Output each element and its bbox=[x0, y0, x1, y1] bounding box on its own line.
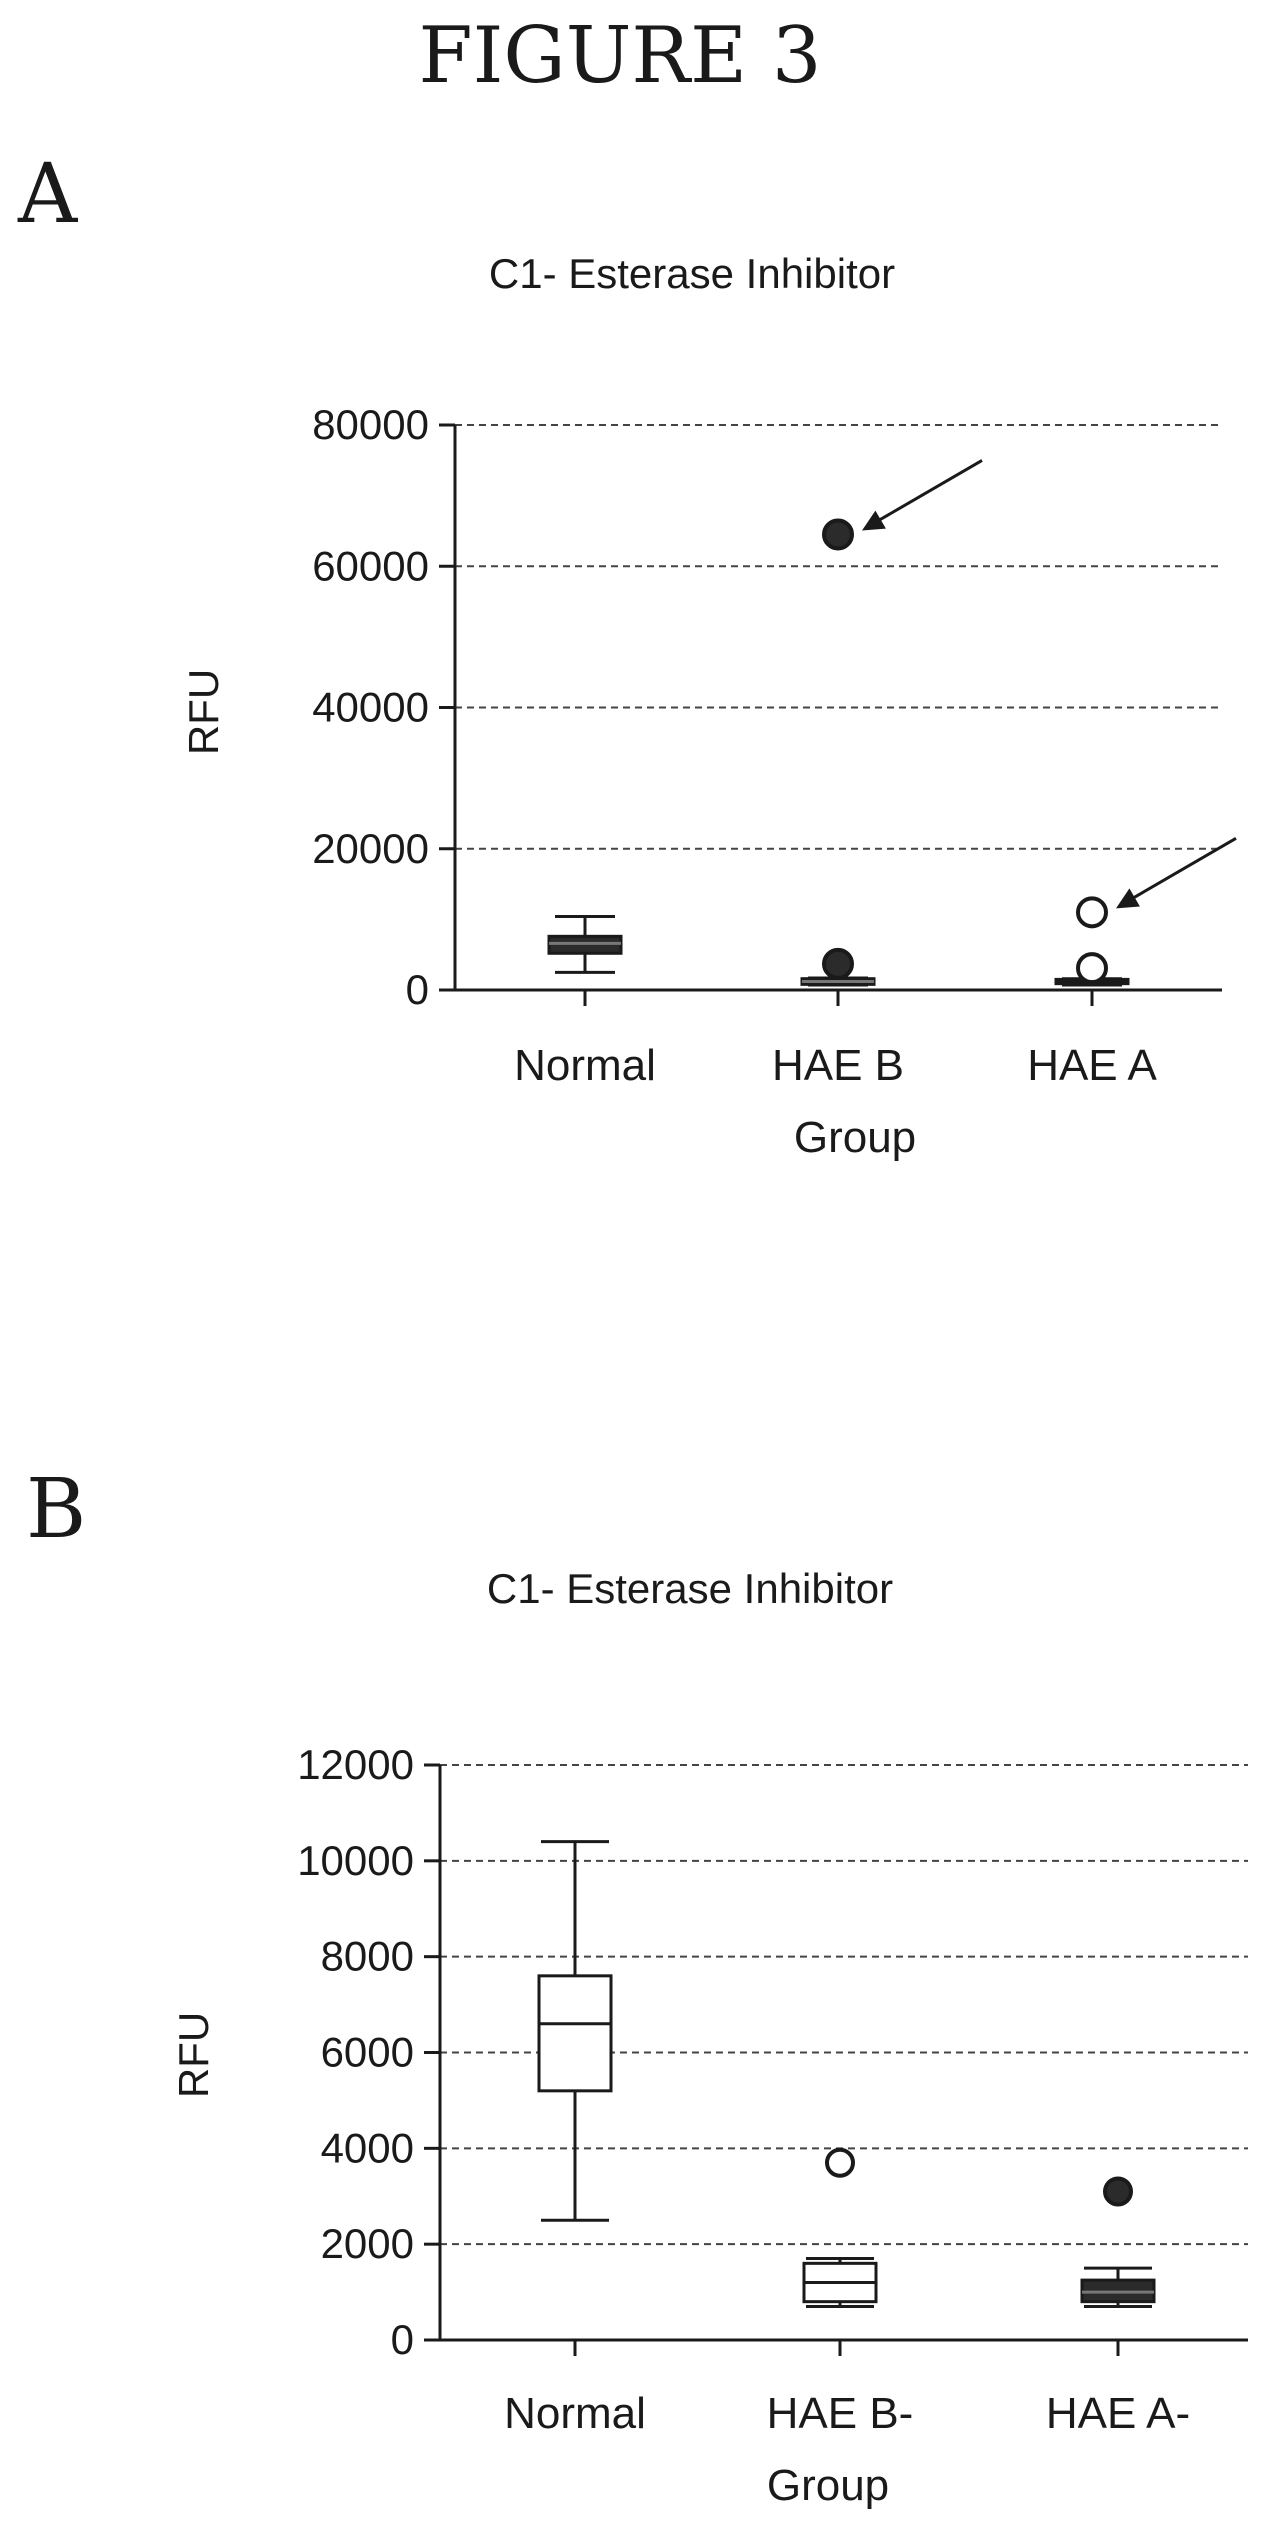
box-iqr bbox=[537, 1974, 613, 2093]
panel-b-xlabel: Group bbox=[767, 2461, 889, 2510]
outlier-point bbox=[822, 947, 854, 980]
box-plot bbox=[537, 1840, 613, 2222]
y-tick-label: 12000 bbox=[297, 1741, 414, 1788]
panel-a-xlabel: Group bbox=[794, 1113, 916, 1162]
x-tick-label: HAE A- bbox=[1046, 2389, 1190, 2438]
annotation-arrow bbox=[862, 459, 983, 531]
panel-a: A C1- Esterase Inhibitor RFU Group 0 2000… bbox=[17, 147, 1237, 1162]
outlier-point bbox=[1103, 2176, 1133, 2207]
y-tick-label: 2000 bbox=[321, 2220, 414, 2267]
y-tick-label: 10000 bbox=[297, 1837, 414, 1884]
outlier-point bbox=[1076, 896, 1108, 929]
y-tick-label: 0 bbox=[391, 2316, 414, 2363]
y-tick-label: 8000 bbox=[321, 1933, 414, 1980]
panel-a-ylabel: RFU bbox=[180, 669, 227, 755]
arrow-shaft bbox=[1123, 837, 1237, 905]
y-tick-label: 80000 bbox=[312, 401, 429, 448]
annotation-arrow bbox=[1116, 837, 1237, 909]
x-tick-label: HAE B- bbox=[767, 2389, 914, 2438]
panel-b-plot: 0 2000 4000 6000 8000 10000 12000 Normal HAE B- H… bbox=[297, 1741, 1248, 2438]
outlier-point bbox=[1076, 952, 1108, 985]
panel-a-title: C1- Esterase Inhibitor bbox=[489, 250, 895, 297]
panel-b: B C1- Esterase Inhibitor RFU Group 0 2000… bbox=[26, 1462, 1248, 2510]
outlier-point bbox=[822, 518, 854, 551]
y-tick-label: 40000 bbox=[312, 684, 429, 731]
arrow-head bbox=[1116, 888, 1140, 909]
panel-b-title: C1- Esterase Inhibitor bbox=[487, 1565, 893, 1612]
y-tick-label: 4000 bbox=[321, 2124, 414, 2171]
figure-title: FIGURE 3 bbox=[418, 11, 821, 101]
panel-letter-a: A bbox=[17, 147, 79, 242]
outlier-point bbox=[825, 2147, 855, 2178]
x-tick-label: HAE A bbox=[1027, 1041, 1157, 1090]
x-tick-label: Normal bbox=[504, 2389, 646, 2438]
x-tick-label: HAE B bbox=[772, 1041, 904, 1090]
y-tick-label: 60000 bbox=[312, 542, 429, 589]
arrow-shaft bbox=[869, 459, 983, 527]
y-tick-label: 6000 bbox=[321, 2029, 414, 2076]
y-tick-label: 20000 bbox=[312, 825, 429, 872]
panel-b-ylabel: RFU bbox=[170, 2012, 217, 2098]
box-plot bbox=[547, 915, 623, 974]
panel-letter-b: B bbox=[26, 1462, 86, 1557]
x-tick-label: Normal bbox=[514, 1041, 656, 1090]
panel-a-plot: 0 20000 40000 60000 80000 Normal HAE B HAE A bbox=[312, 401, 1237, 1090]
box-plot bbox=[1080, 2266, 1156, 2308]
arrow-head bbox=[862, 510, 886, 531]
box-plot bbox=[802, 2257, 878, 2308]
y-tick-label: 0 bbox=[406, 966, 429, 1013]
